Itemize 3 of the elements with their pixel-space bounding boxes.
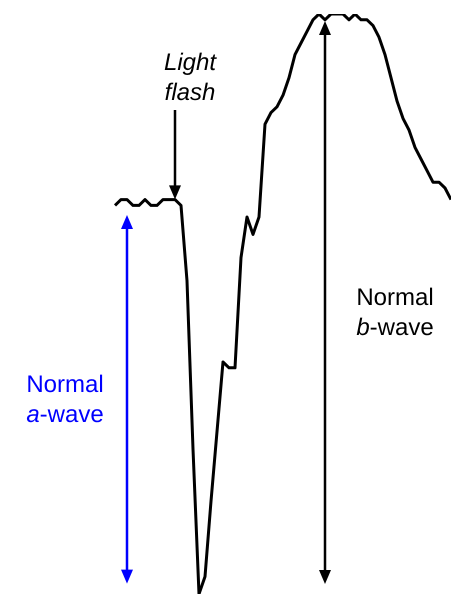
annotation: Normal b-wave xyxy=(356,284,434,341)
text: Normal a-wave xyxy=(26,371,104,428)
annotation: Light flash xyxy=(164,49,218,106)
